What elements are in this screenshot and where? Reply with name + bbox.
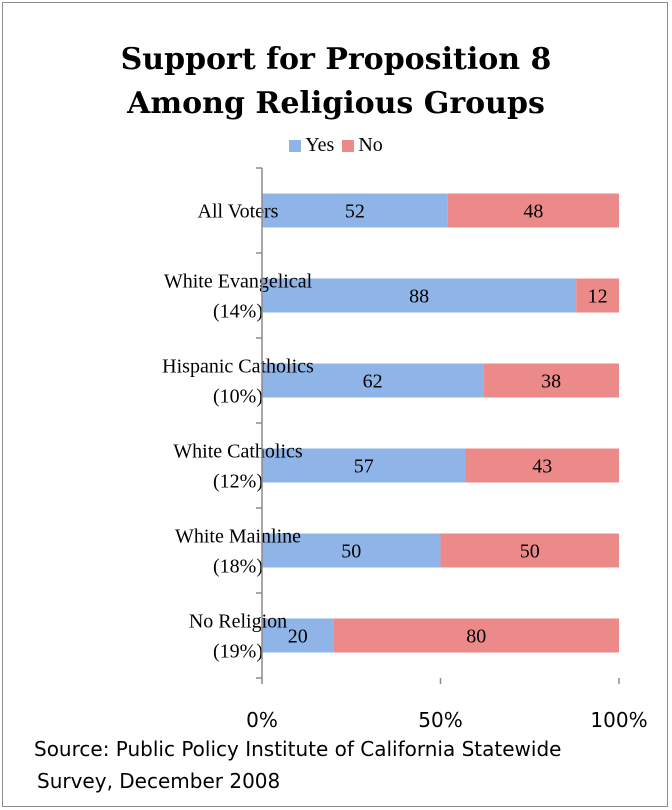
data-label-no-3: 43: [532, 456, 552, 478]
x-tick-label-0: 0%: [246, 708, 278, 730]
bar-yes-2: [262, 363, 484, 398]
chart-plot-area: 52 48 All Voters 88 12 White Evangelical (14%)…: [162, 167, 648, 730]
legend-swatch-yes: [289, 139, 302, 152]
category-label-4-0: White Mainline: [175, 526, 301, 548]
legend-swatch-no: [342, 139, 355, 152]
chart-title-line-1: Support for Proposition 8: [120, 42, 552, 77]
data-label-yes-4: 50: [341, 541, 361, 563]
bar-no-3: [465, 448, 619, 483]
bar-no-4: [440, 533, 619, 568]
x-tick-label-2: 100%: [590, 708, 647, 730]
legend-label-no: No: [358, 134, 383, 156]
category-label-3-1: (12%): [213, 471, 263, 493]
data-label-no-5: 80: [466, 626, 486, 648]
legend-item-yes: Yes: [289, 134, 334, 157]
source-line-1: Source: Public Policy Institute of Calif…: [34, 737, 562, 761]
x-tick-label-1: 50%: [418, 708, 462, 730]
data-label-yes-5: 20: [288, 626, 308, 648]
category-label-2-1: (10%): [213, 386, 263, 408]
data-label-no-1: 12: [588, 286, 608, 308]
data-label-yes-2: 62: [363, 371, 383, 393]
category-label-5-0: No Religion: [189, 611, 287, 633]
source-line-2: Survey, December 2008: [37, 769, 281, 793]
bar-no-5: [333, 618, 619, 653]
category-label-3-0: White Catholics: [173, 441, 303, 463]
bar-no-0: [447, 193, 619, 228]
chart-title-line-2: Among Religious Groups: [127, 86, 545, 121]
data-label-no-0: 48: [523, 201, 543, 223]
data-label-yes-0: 52: [345, 201, 365, 223]
category-label-1-1: (14%): [213, 301, 263, 323]
legend-item-no: No: [342, 134, 383, 157]
category-label-1-0: White Evangelical: [164, 271, 313, 293]
category-label-0-0: All Voters: [198, 201, 279, 223]
data-label-no-2: 38: [541, 371, 561, 393]
bar-no-1: [576, 278, 619, 313]
data-label-yes-1: 88: [409, 286, 429, 308]
bar-yes-5: [262, 618, 334, 653]
bar-no-2: [483, 363, 619, 398]
bar-yes-4: [262, 533, 441, 568]
bar-yes-3: [262, 448, 466, 483]
data-label-no-4: 50: [520, 541, 540, 563]
category-label-5-1: (19%): [213, 641, 263, 663]
category-label-2-0: Hispanic Catholics: [162, 356, 314, 378]
source-note: Source: Public Policy Institute of Calif…: [34, 733, 664, 797]
data-label-yes-3: 57: [354, 456, 374, 478]
bar-yes-1: [262, 278, 577, 313]
bar-yes-0: [262, 193, 448, 228]
chart-title: Support for Proposition 8 Among Religiou…: [0, 38, 672, 126]
category-label-4-1: (18%): [213, 556, 263, 578]
chart-legend: Yes No: [0, 134, 672, 157]
legend-label-yes: Yes: [305, 134, 335, 156]
